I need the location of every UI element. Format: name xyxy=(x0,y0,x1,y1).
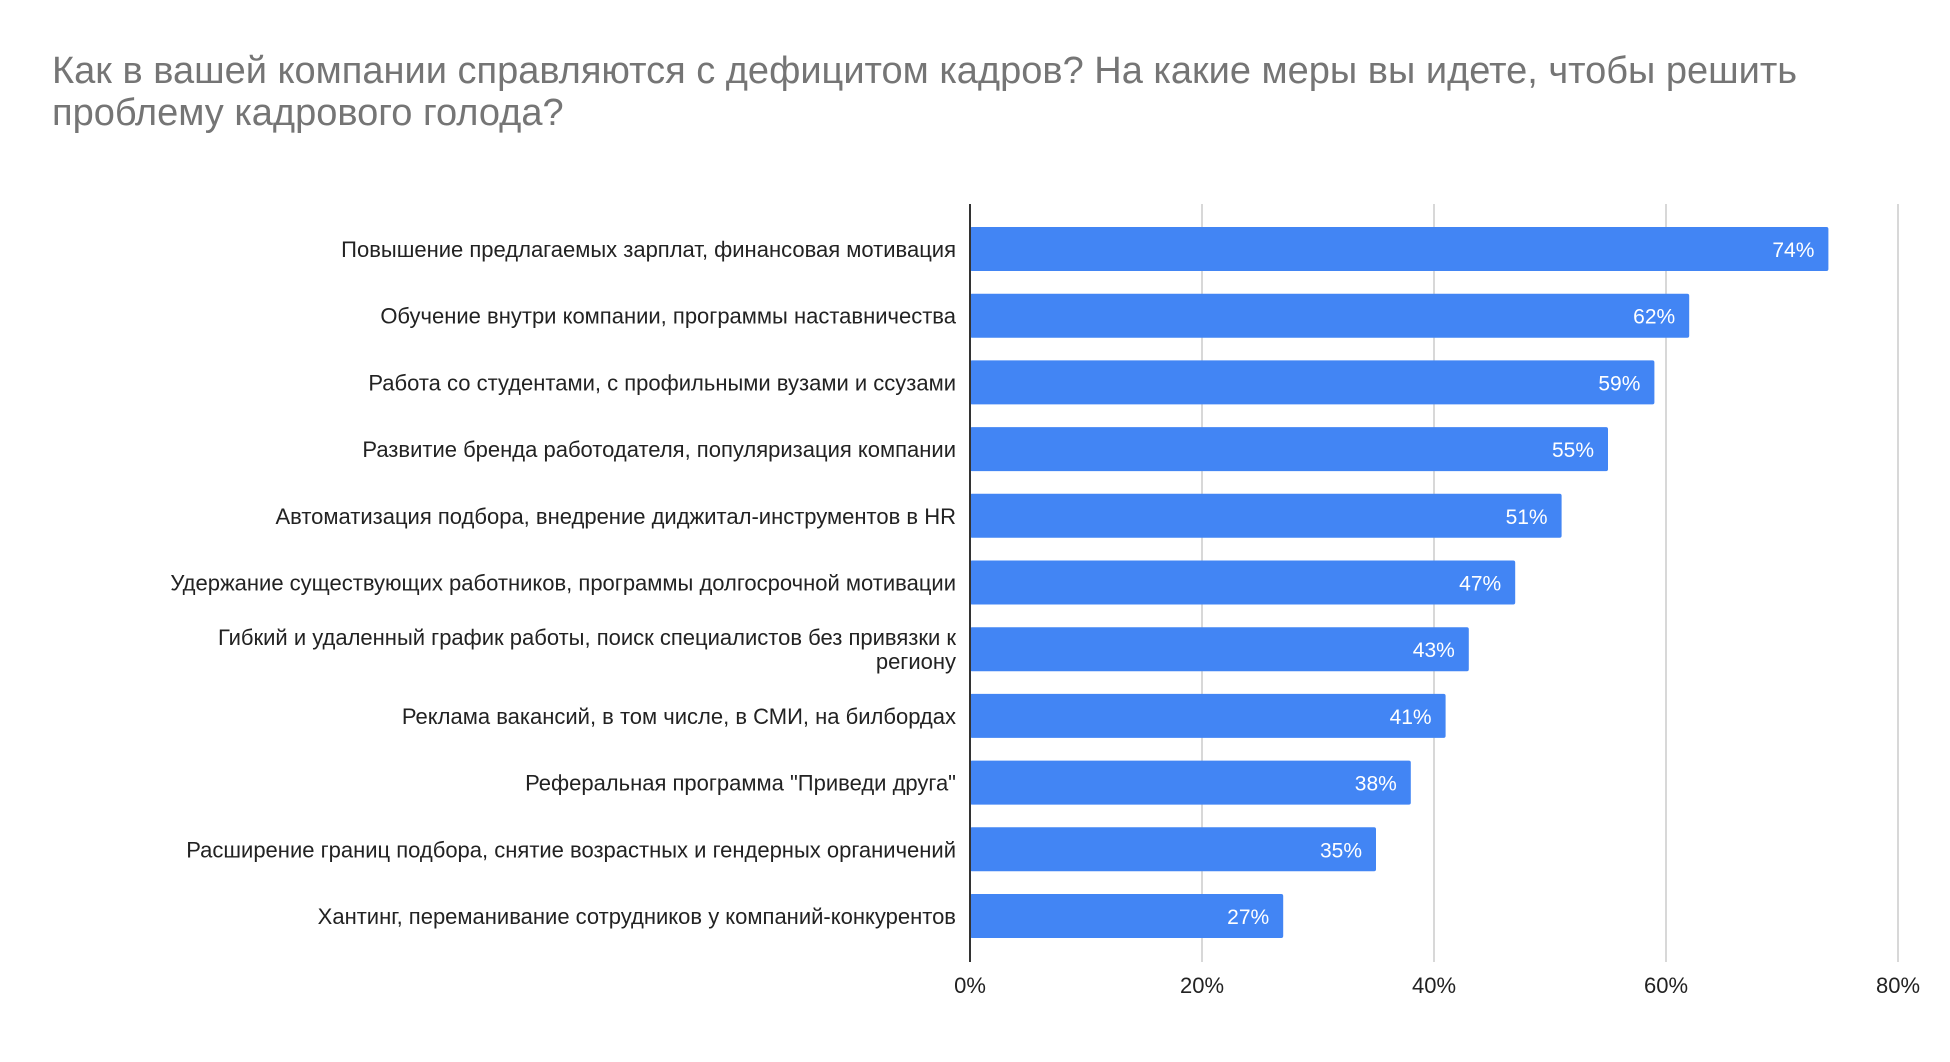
x-tick-label: 60% xyxy=(1644,973,1688,998)
category-label: Хантинг, переманивание сотрудников у ком… xyxy=(318,904,956,929)
bar-value-label: 59% xyxy=(1598,372,1640,395)
chart-title: Как в вашей компании справляются с дефиц… xyxy=(52,50,1798,134)
category-label: Гибкий и удаленный график работы, поиск … xyxy=(218,625,956,674)
bar-value-label: 62% xyxy=(1633,306,1675,329)
bar xyxy=(970,894,1284,938)
category-label: Реклама вакансий, в том числе, в СМИ, на… xyxy=(402,704,956,729)
category-label: Реферальная программа "Приведи друга" xyxy=(525,771,956,796)
bar xyxy=(970,627,1469,672)
x-tick-label: 0% xyxy=(954,973,986,998)
category-label: Развитие бренда работодателя, популяриза… xyxy=(362,437,956,462)
bar-value-label: 35% xyxy=(1320,839,1362,862)
bar xyxy=(970,427,1608,472)
bar xyxy=(970,693,1446,738)
category-label: Автоматизация подбора, внедрение диджита… xyxy=(275,504,956,529)
bar-value-label: 27% xyxy=(1227,906,1269,929)
bar-value-label: 55% xyxy=(1552,439,1594,462)
category-label: Работа со студентами, с профильными вуза… xyxy=(368,370,956,395)
category-label: Удержание существующих работников, прогр… xyxy=(170,571,956,596)
bar-value-label: 74% xyxy=(1772,239,1814,262)
bar xyxy=(970,227,1829,271)
bar xyxy=(970,560,1516,605)
bar-value-label: 38% xyxy=(1355,773,1397,796)
bar-value-label: 41% xyxy=(1390,706,1432,729)
bar xyxy=(970,760,1411,805)
category-label: Обучение внутри компании, программы наст… xyxy=(380,304,956,329)
x-tick-label: 40% xyxy=(1412,973,1456,998)
bars: 74% 62% 59% 55% 51% 47% 43% 41% 38% 35% 27% xyxy=(970,227,1829,938)
x-tick-label: 80% xyxy=(1876,973,1920,998)
bar xyxy=(970,360,1655,405)
x-tick-label: 20% xyxy=(1180,973,1224,998)
bar xyxy=(970,827,1376,872)
bar xyxy=(970,293,1690,338)
bar-value-label: 47% xyxy=(1459,573,1501,596)
category-label: Расширение границ подбора, снятие возрас… xyxy=(186,837,956,862)
category-labels: Повышение предлагаемых зарплат, финансов… xyxy=(170,237,956,929)
bar-value-label: 43% xyxy=(1413,639,1455,662)
bar xyxy=(970,493,1562,538)
bar-value-label: 51% xyxy=(1506,506,1548,529)
category-label: Повышение предлагаемых зарплат, финансов… xyxy=(341,237,956,262)
x-tick-labels: 0% 20% 40% 60% 80% xyxy=(954,973,1920,998)
